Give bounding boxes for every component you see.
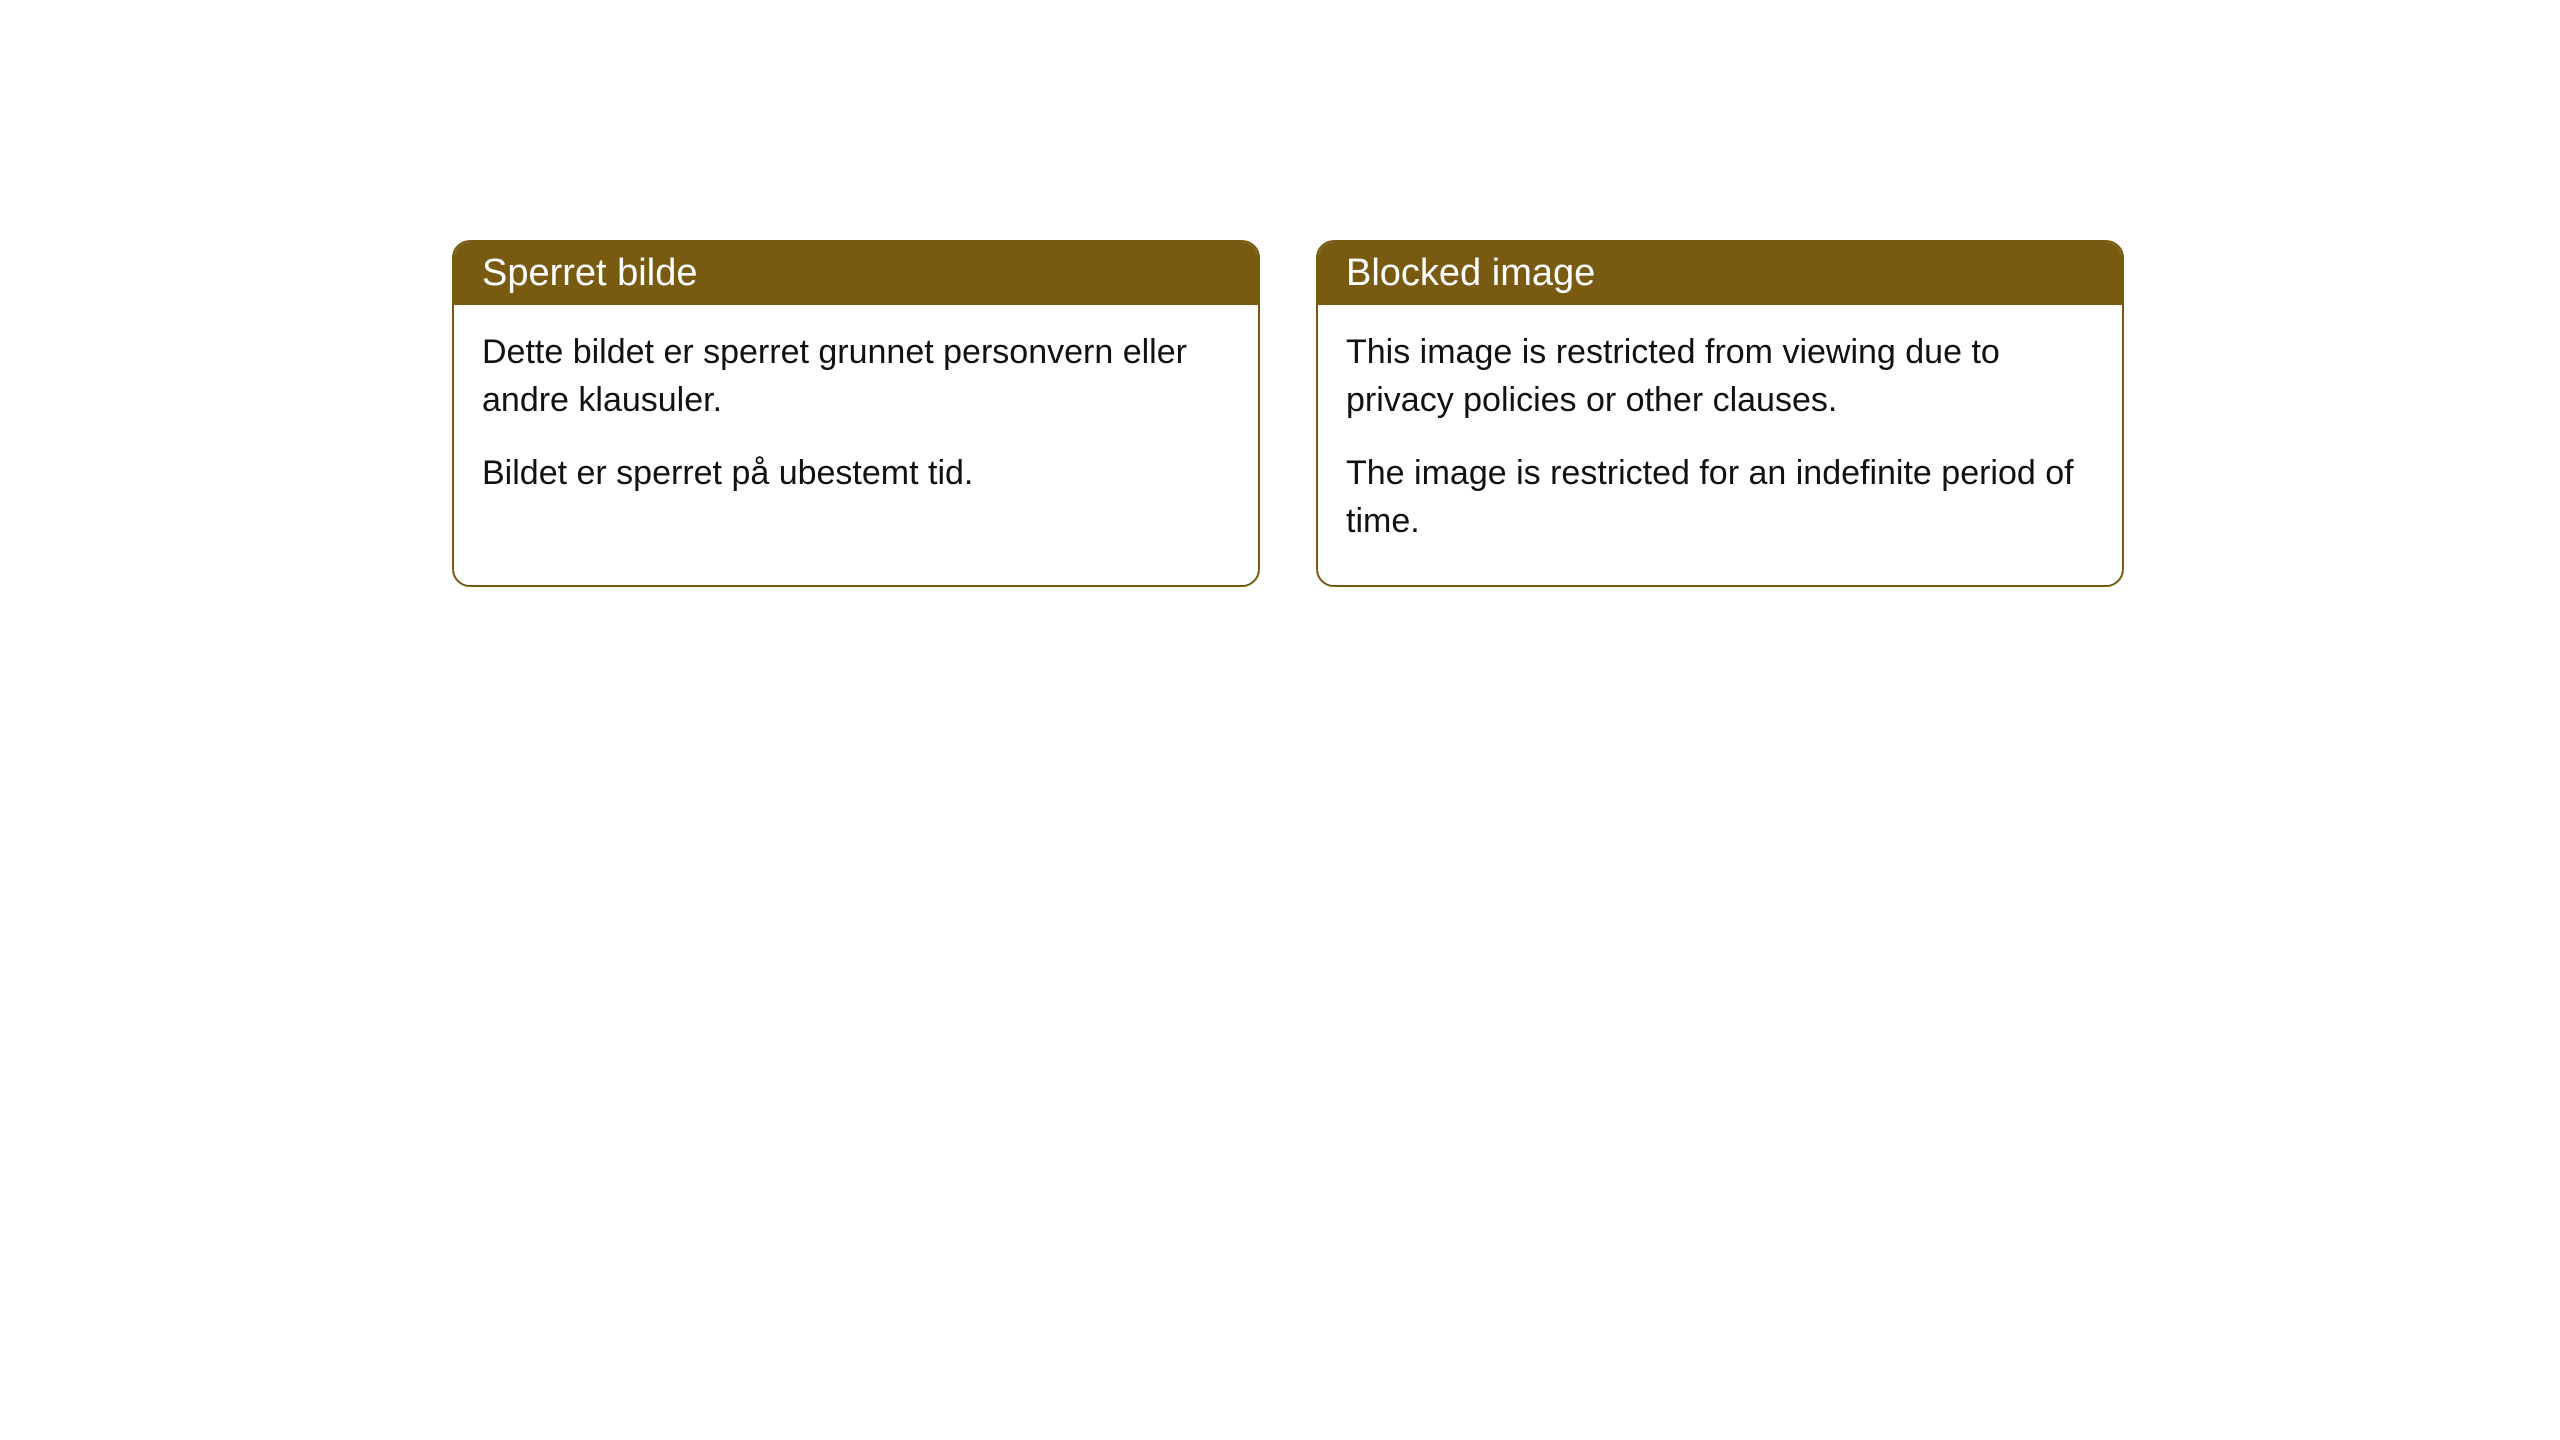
card-paragraph: This image is restricted from viewing du… (1346, 329, 2094, 424)
notice-card-norwegian: Sperret bilde Dette bildet er sperret gr… (452, 240, 1260, 587)
card-paragraph: Dette bildet er sperret grunnet personve… (482, 329, 1230, 424)
card-paragraph: Bildet er sperret på ubestemt tid. (482, 450, 1230, 498)
card-title: Blocked image (1346, 252, 1595, 294)
card-title: Sperret bilde (482, 252, 697, 294)
card-body-english: This image is restricted from viewing du… (1318, 305, 2122, 585)
card-paragraph: The image is restricted for an indefinit… (1346, 450, 2094, 545)
card-header-english: Blocked image (1318, 242, 2122, 305)
card-body-norwegian: Dette bildet er sperret grunnet personve… (454, 305, 1258, 538)
notice-cards-container: Sperret bilde Dette bildet er sperret gr… (452, 240, 2124, 587)
card-header-norwegian: Sperret bilde (454, 242, 1258, 305)
notice-card-english: Blocked image This image is restricted f… (1316, 240, 2124, 587)
